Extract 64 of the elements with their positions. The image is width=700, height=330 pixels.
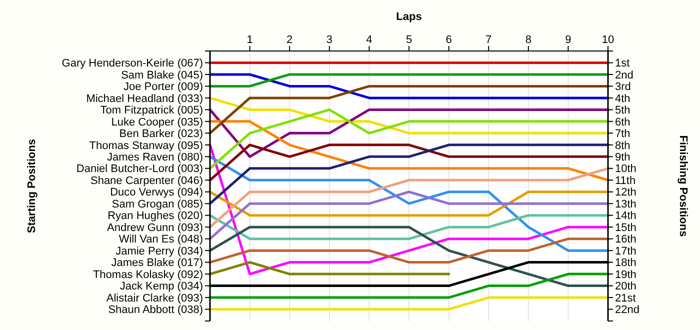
text: Sam Blake (045) (121, 69, 203, 82)
text: Gary Henderson-Keirle (067) (62, 58, 203, 70)
y-tick-label: 16th (615, 234, 636, 246)
y-tick-label: 9th (615, 152, 630, 164)
y-tick-label: 21st (615, 292, 636, 304)
x-tick-label: 9 (565, 34, 572, 46)
y-tick-label: 18th (615, 257, 636, 270)
line-series (208, 167, 610, 228)
x-tick-label: 1 (246, 34, 253, 46)
text: Tom Fitzpatrick (005) (100, 104, 203, 117)
x-tick-label: 4 (366, 34, 372, 46)
x-tick-label: 2 (286, 34, 293, 46)
y-tick-label: 6th (615, 116, 630, 128)
y-tick-label: 2nd (615, 69, 634, 82)
text: Shaun Abbott (038) (108, 304, 203, 316)
text: Starting Positions (26, 138, 38, 234)
text: Sam Grogan (085) (112, 198, 203, 210)
text: James Blake (017) (111, 257, 203, 270)
y-tick-label: 8th (615, 140, 630, 152)
x-tick-label: 5 (406, 34, 412, 46)
text: Daniel Butcher-Lord (003) (76, 163, 203, 176)
x-tick-label: 10 (602, 34, 614, 46)
y-tick-label: 12th (615, 186, 636, 199)
text: Shane Carpenter (046) (90, 174, 203, 187)
x-tick-label: 7 (486, 34, 492, 46)
y-tick-label: 10th (615, 163, 636, 176)
y-tick-label: 19th (615, 268, 636, 281)
text: Thomas Kolasky (092) (92, 268, 203, 281)
x-tick-label: 3 (326, 34, 332, 46)
text: Joe Porter (009) (124, 81, 203, 94)
y-tick-label: 17th (615, 245, 636, 258)
text: Thomas Stanway (095) (89, 140, 203, 152)
text: Michael Headland (033) (86, 92, 203, 105)
text: Jamie Perry (034) (116, 245, 203, 258)
y-tick-label: 14th (615, 210, 636, 222)
y-tick-label: 15th (615, 222, 636, 234)
y-tick-label: 4th (615, 92, 630, 105)
text: Duco Verwys (094) (110, 186, 203, 199)
line-series (208, 96, 610, 134)
y-tick-label: 5th (615, 104, 630, 117)
text: Ben Barker (023) (119, 128, 203, 140)
x-tick-label: 6 (446, 34, 452, 46)
text: Will Van Es (048) (118, 234, 203, 246)
line-series (208, 226, 610, 288)
text: Andrew Gunn (093) (107, 222, 203, 234)
y-tick-label: 13th (615, 198, 636, 210)
y-tick-label: 7th (615, 128, 630, 140)
x-tick-label: 8 (525, 34, 532, 46)
line-series (208, 108, 610, 170)
text: James Raven (080) (107, 152, 203, 164)
y-tick-label: 3rd (615, 81, 631, 94)
line-series (208, 120, 610, 182)
y-tick-label: 22nd (615, 304, 640, 316)
text: Luke Cooper (035) (111, 116, 203, 128)
x-axis-title: Laps (396, 11, 422, 23)
line-series (208, 155, 610, 252)
y-tick-label: 1st (615, 58, 630, 70)
y-tick-label: 20th (615, 280, 636, 293)
y-tick-label: 11th (615, 174, 636, 187)
text: Ryan Hughes (020) (108, 210, 203, 222)
y-axis-title: Finishing Positions (677, 135, 689, 237)
text: Alistair Clarke (093) (106, 292, 203, 304)
line-series (208, 144, 610, 205)
text: Jack Kemp (034) (120, 280, 203, 293)
